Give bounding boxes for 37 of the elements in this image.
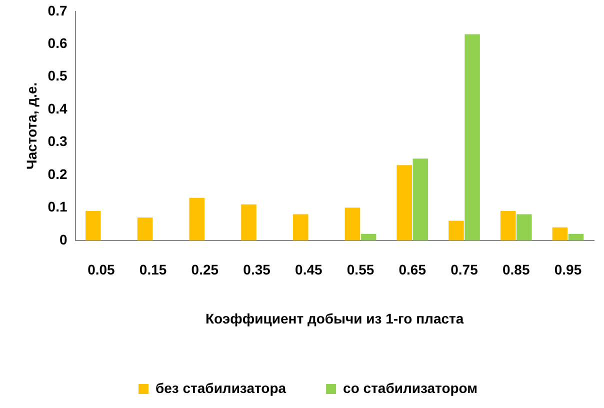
bar [552,227,568,240]
bar [500,210,516,240]
x-tick-label: 0.35 [243,262,271,278]
x-tick-label: 0.45 [295,262,322,278]
bar [189,198,205,240]
bar [86,210,101,240]
y-tick-label: 0.7 [48,2,68,18]
bar [360,234,376,240]
bar [241,204,256,240]
y-tick-label: 0.3 [48,133,68,150]
legend-label: без стабилизатора [155,380,286,396]
x-tick-label: 0.05 [88,262,116,278]
y-tick-label: 0.6 [48,34,68,51]
bar [396,165,412,240]
bar [344,208,360,240]
bar [292,214,308,240]
x-tick-label: 0.75 [450,262,478,278]
y-tick-label: 0.2 [48,166,68,182]
y-tick-label: 0.1 [48,198,68,215]
y-tick-label: 0.5 [48,68,68,84]
y-axis-title: Частота, д.е. [23,82,40,170]
bar [516,214,532,240]
bar [137,218,153,240]
bar [448,220,464,240]
y-tick-label: 0 [59,231,68,248]
bar [412,158,428,240]
x-tick-label: 0.85 [502,262,530,278]
bar [464,34,480,240]
bar [568,234,584,240]
x-axis-title: Коэффициент добычи из 1-го пласта [205,310,464,326]
x-tick-label: 0.15 [139,262,167,278]
x-tick-label: 0.95 [554,262,582,278]
x-tick-label: 0.65 [398,262,426,278]
x-tick-label: 0.55 [346,262,374,278]
y-tick-label: 0.4 [48,100,68,116]
legend-label: со стабилизатором [343,380,478,396]
x-tick-label: 0.25 [191,262,219,278]
